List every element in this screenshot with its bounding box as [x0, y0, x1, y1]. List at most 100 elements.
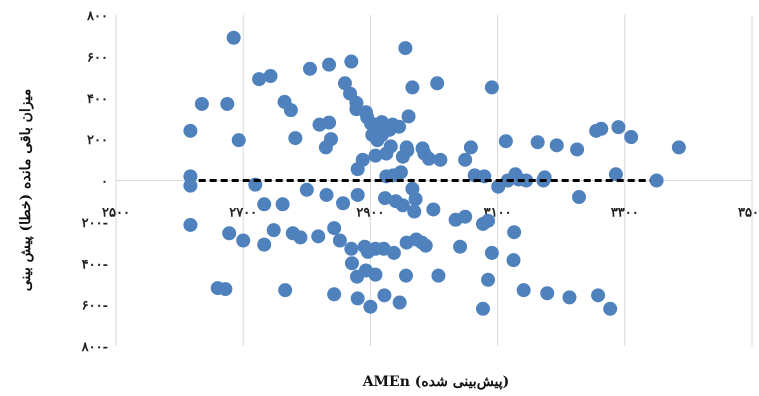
- y-tick-label: ۶۰۰: [87, 50, 108, 65]
- data-point: [649, 173, 664, 188]
- data-point: [263, 69, 278, 84]
- data-point: [283, 103, 298, 118]
- data-point: [368, 267, 383, 282]
- y-tick-label: ۴۰۰-: [82, 257, 108, 272]
- data-point: [318, 140, 333, 155]
- data-point: [337, 76, 352, 91]
- data-point: [399, 140, 414, 155]
- data-point: [350, 269, 365, 284]
- y-axis-title: میزان باقی مانده (خطا) پیش بینی: [18, 89, 34, 292]
- data-point: [484, 80, 499, 95]
- data-point: [220, 96, 235, 111]
- y-tick-label: ۲۰۰-: [82, 216, 108, 231]
- data-point: [431, 268, 446, 283]
- data-point: [299, 182, 314, 197]
- y-tick-label: ۶۰۰-: [82, 299, 108, 314]
- data-point: [398, 41, 413, 56]
- data-point: [344, 241, 359, 256]
- data-point: [458, 152, 473, 167]
- data-point: [530, 135, 545, 150]
- data-point: [183, 217, 198, 232]
- data-point: [257, 237, 272, 252]
- data-point: [319, 187, 334, 202]
- data-point: [194, 96, 209, 111]
- data-point: [484, 245, 499, 260]
- data-point: [183, 123, 198, 138]
- data-point: [433, 152, 448, 167]
- x-tick-label: ۳۵۰۰: [738, 206, 759, 221]
- data-point: [594, 121, 609, 136]
- data-point: [453, 239, 468, 254]
- data-point: [275, 197, 290, 212]
- data-point: [257, 197, 272, 212]
- data-point: [336, 196, 351, 211]
- data-point: [322, 115, 337, 130]
- data-point: [386, 245, 401, 260]
- data-point: [350, 187, 365, 202]
- x-tick-label: ۳۳۰۰: [611, 206, 639, 221]
- data-point: [475, 301, 490, 316]
- data-point: [344, 256, 359, 271]
- data-point: [572, 190, 587, 205]
- data-point: [395, 198, 410, 213]
- data-point: [414, 235, 429, 250]
- data-point: [293, 230, 308, 245]
- data-point: [608, 167, 623, 182]
- data-point: [327, 221, 342, 236]
- data-point: [624, 130, 639, 145]
- data-point: [386, 168, 401, 183]
- data-point: [430, 76, 445, 91]
- y-tick-label: ۸۰۰-: [81, 340, 108, 355]
- data-point: [506, 253, 521, 268]
- data-point: [408, 192, 423, 207]
- data-point: [426, 202, 441, 217]
- y-tick-labels: ۸۰۰ ۶۰۰ ۴۰۰ ۲۰۰ ۰ ۲۰۰- ۴۰۰- ۶۰۰- ۸۰۰-: [81, 9, 108, 355]
- data-point: [377, 288, 392, 303]
- data-point: [383, 139, 398, 154]
- data-point: [399, 268, 414, 283]
- data-point: [481, 272, 496, 287]
- data-point: [519, 173, 534, 188]
- data-point: [278, 283, 293, 298]
- y-tick-label: ۸۰۰: [86, 9, 108, 24]
- data-point: [382, 122, 397, 137]
- data-point: [368, 148, 383, 163]
- y-tick-label: ۲۰۰: [87, 133, 108, 148]
- data-point: [332, 233, 347, 248]
- data-point: [671, 140, 686, 155]
- data-point: [463, 140, 478, 155]
- y-tick-label: ۴۰۰: [87, 92, 108, 107]
- data-point: [350, 291, 365, 306]
- data-point: [392, 295, 407, 310]
- data-point: [611, 120, 626, 135]
- data-point: [226, 30, 241, 45]
- data-point: [570, 142, 585, 157]
- data-point: [183, 178, 198, 193]
- data-point: [288, 131, 303, 146]
- data-point: [344, 54, 359, 69]
- data-point: [378, 191, 393, 206]
- data-point: [421, 151, 436, 166]
- data-point: [350, 162, 365, 177]
- data-point: [507, 225, 522, 240]
- data-point: [405, 80, 420, 95]
- y-tick-label: ۰: [101, 175, 108, 190]
- data-point: [549, 138, 564, 153]
- data-point: [327, 287, 342, 302]
- data-point: [401, 109, 416, 124]
- data-point: [407, 204, 422, 219]
- data-point: [349, 102, 364, 117]
- x-tick-label: ۲۵۰۰: [102, 206, 130, 221]
- data-point: [218, 282, 233, 297]
- x-axis-title: (پیش‌بینی شده) AMEn: [362, 374, 510, 390]
- data-point: [603, 301, 618, 316]
- data-point: [498, 134, 513, 149]
- data-point: [252, 72, 267, 87]
- data-point: [363, 299, 378, 314]
- data-point: [591, 288, 606, 303]
- data-point: [266, 223, 281, 238]
- data-point: [311, 229, 326, 244]
- data-point: [236, 233, 251, 248]
- data-point: [562, 290, 577, 305]
